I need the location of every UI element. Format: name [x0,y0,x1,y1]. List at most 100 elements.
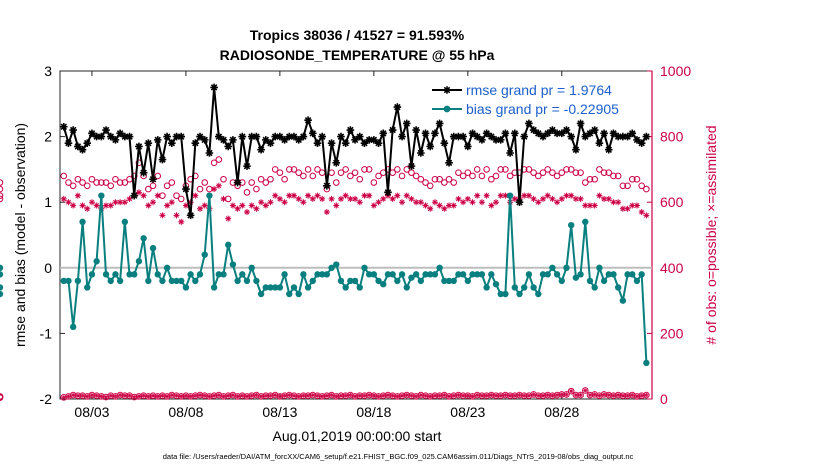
bias-point [220,271,227,278]
bias-point [591,284,598,291]
obs-assimilated-point [328,195,335,202]
rmse-point [163,132,171,141]
obs-assimilated-point [197,205,204,212]
y-left-tick-label: 0 [44,260,52,276]
obs-count-low-point [544,391,551,399]
obs-count-low-point [154,393,162,400]
obs-possible-point [539,169,547,176]
bias-point [149,244,157,252]
obs-count-low-point [271,391,279,399]
x-tick-label: 08/03 [74,404,109,420]
bias-point [309,277,316,285]
obs-count-low-assim-point [113,394,118,399]
bias-point [600,277,608,285]
obs-assimilated-point [591,202,598,209]
obs-count-low-point [328,391,335,399]
rmse-point [520,132,528,141]
rmse-point [600,129,608,138]
obs-count-low-point [638,392,645,400]
obs-count-low-assim-point [512,393,517,398]
bias-point [633,277,641,285]
bias-point [558,277,565,285]
obs-possible-point [154,172,162,180]
obs-assimilated-point [300,199,307,206]
obs-count-low-assim-point [451,393,456,398]
rmse-point [224,142,232,151]
obs-count-low-assim-point [367,393,372,398]
bias-point [243,277,251,285]
bias-point [643,359,650,367]
rmse-point [247,132,256,141]
obs-possible-point [638,182,645,190]
obs-count-low-point [285,391,293,399]
obs-count-low-point [530,391,537,398]
rmse-point [139,168,148,177]
obs-count-low-assim-point [414,394,419,399]
obs-count-low-assim-point [240,393,245,398]
obs-count-low-point [187,393,194,400]
obs-possible-point [394,166,401,173]
obs-assimilated-point [281,199,288,206]
obs-count-low-assim-point [315,393,320,398]
obs-assimilated-point [201,202,208,209]
obs-count-low-assim-point [291,393,296,398]
bias-point [196,271,204,278]
x-tick-label: 08/18 [356,404,391,420]
obs-count-low-assim-point [104,395,109,400]
obs-assimilated-point [446,202,453,209]
obs-count-low-point [98,393,105,400]
bias-point [563,264,570,271]
obs-count-low-point [389,392,396,400]
rmse-point [59,122,68,131]
obs-count-low-assim-point [630,393,635,398]
obs-assimilated-point [511,195,518,202]
bias-point [84,284,91,291]
bias-point [375,277,382,285]
obs-possible-point [469,172,476,180]
obs-count-low-point [525,392,533,400]
obs-assimilated-point [239,202,246,209]
obs-count-low-assim-point [611,393,616,398]
obs-count-low-assim-point [475,393,480,398]
bias-point [229,261,237,268]
obs-assimilated-point [488,202,495,209]
obs-count-low-assim-point [259,394,264,399]
obs-possible-point [337,169,345,176]
y-axis-left-label: rmse and bias (model - observation) [12,123,28,347]
bias-point [549,264,556,271]
rmse-point [229,136,237,144]
bias-point [394,277,401,285]
rmse-point [543,129,552,138]
obs-possible-point [553,172,561,180]
obs-count-low-assim-point [494,393,499,398]
obs-count-low-assim-point [202,393,207,398]
obs-possible-point [473,166,481,173]
obs-assimilated-point [361,192,368,199]
rmse-point [515,198,524,206]
obs-count-low-point [177,393,185,400]
bias-point [431,271,439,278]
obs-possible-point [581,179,589,186]
obs-count-low-assim-point [324,393,329,398]
obs-assimilated-point [164,202,171,209]
obs-count-low-assim-point [442,393,447,398]
bias-point [539,271,547,278]
rmse-point [219,136,228,144]
obs-count-low-assim-point [376,394,381,399]
bias-point [112,271,119,278]
rmse-point [445,159,453,167]
obs-count-low-point [473,391,481,399]
obs-count-low-assim-point [188,394,193,399]
bias-point [323,271,331,278]
rmse-point [271,132,279,141]
obs-possible-point [107,182,115,190]
rmse-point [534,129,543,138]
obs-count-low-assim-point [193,393,198,398]
obs-assimilated-point [549,195,556,202]
obs-count-low-assim-point [118,393,123,398]
rmse-point [637,139,646,147]
bias-point [98,192,105,199]
bias-point [0,290,4,298]
obs-assimilated-point [540,195,546,202]
obs-count-low-assim-point [169,393,174,398]
